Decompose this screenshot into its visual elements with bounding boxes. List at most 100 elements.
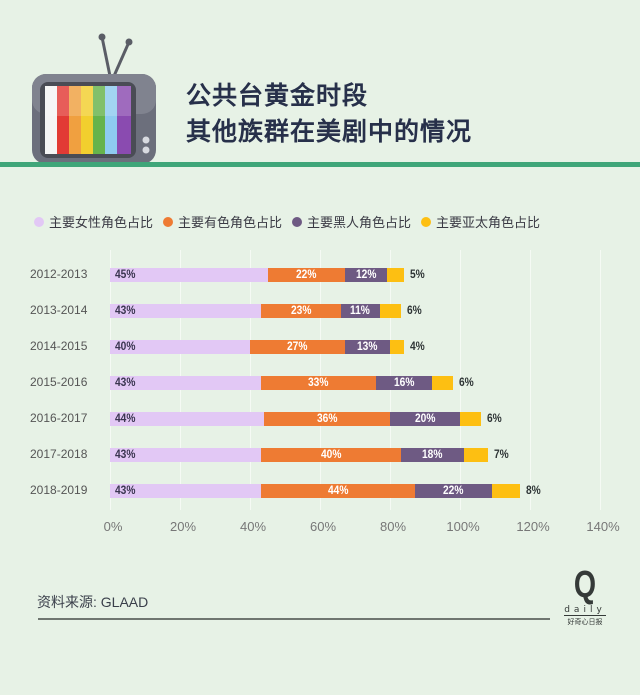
bar-row: 2015-2016 43% 33% 16% 6% xyxy=(0,373,640,393)
bar-value-label: 40% xyxy=(115,339,136,353)
chart-legend: 主要女性角色占比 主要有色角色占比 主要黑人角色占比 主要亚太角色占比 xyxy=(34,212,550,231)
bar-value-label: 36% xyxy=(317,411,338,425)
bar-segment xyxy=(344,340,390,354)
bar-row: 2016-2017 44% 36% 20% 6% xyxy=(0,409,640,429)
row-label: 2012-2013 xyxy=(30,267,88,281)
bar-value-label: 45% xyxy=(115,267,136,281)
bar-value-label: 20% xyxy=(415,411,436,425)
bar-row: 2012-2013 45% 22% 12% 5% xyxy=(0,265,640,285)
bar-segment xyxy=(110,268,268,282)
qdaily-logo: Q daily 好奇心日报 xyxy=(560,564,610,626)
bar-segment xyxy=(491,484,520,498)
page-title: 公共台黄金时段 其他族群在美剧中的情况 xyxy=(186,78,472,150)
bar-segment xyxy=(344,268,387,282)
gridline xyxy=(530,250,531,510)
bar-value-label: 6% xyxy=(487,411,502,425)
row-label: 2018-2019 xyxy=(30,483,88,497)
bar-value-label: 5% xyxy=(410,267,425,281)
legend-label: 主要黑人角色占比 xyxy=(307,216,412,231)
legend-dot-icon xyxy=(421,216,432,227)
logo-letter: Q xyxy=(573,564,597,606)
bar-value-label: 44% xyxy=(115,411,136,425)
bar-segment xyxy=(400,448,464,462)
bar-value-label: 44% xyxy=(327,483,348,497)
x-tick-label: 140% xyxy=(586,519,620,534)
x-axis: 0% 20% 40% 60% 80% 100% 120% 140% xyxy=(0,519,640,539)
legend-dot-icon xyxy=(163,216,174,227)
title-line-1: 公共台黄金时段 xyxy=(186,81,369,110)
bar-value-label: 43% xyxy=(115,447,136,461)
bar-value-label: 7% xyxy=(494,447,509,461)
x-tick-label: 80% xyxy=(379,519,407,534)
bar-segment xyxy=(379,304,401,318)
x-tick-label: 0% xyxy=(103,519,123,534)
bar-segment xyxy=(110,448,261,462)
x-tick-label: 60% xyxy=(309,519,337,534)
row-label: 2013-2014 xyxy=(30,303,88,317)
bar-segment xyxy=(260,304,341,318)
legend-label: 主要有色角色占比 xyxy=(178,216,283,231)
bar-segment xyxy=(260,448,401,462)
legend-dot-icon xyxy=(292,216,303,227)
bar-value-label: 22% xyxy=(296,267,317,281)
row-label: 2016-2017 xyxy=(30,411,88,425)
x-tick-label: 20% xyxy=(169,519,197,534)
legend-dot-icon xyxy=(34,216,44,227)
bar-row: 2018-2019 43% 44% 22% 8% xyxy=(0,481,640,501)
bar-value-label: 43% xyxy=(115,303,136,317)
header-divider xyxy=(0,162,640,167)
legend-item-black: 主要黑人角色占比 xyxy=(292,212,411,231)
bar-segment xyxy=(110,376,261,390)
bar-value-label: 22% xyxy=(443,483,464,497)
footer-divider xyxy=(38,618,550,620)
gridline xyxy=(460,250,461,510)
bar-segment xyxy=(390,412,460,426)
retro-tv-icon xyxy=(32,33,156,164)
chart-plot-area: 2012-2013 45% 22% 12% 5% 2013-2014 43% 23% 11% 6%… xyxy=(0,250,640,520)
legend-item-color: 主要有色角色占比 xyxy=(163,212,282,231)
bar-value-label: 13% xyxy=(357,339,378,353)
legend-item-asian-pacific: 主要亚太角色占比 xyxy=(421,212,540,231)
bar-value-label: 6% xyxy=(459,375,474,389)
bar-value-label: 23% xyxy=(290,303,312,317)
bar-value-label: 8% xyxy=(525,483,541,497)
row-label: 2017-2018 xyxy=(30,447,88,461)
source-note: 资料来源: GLAAD xyxy=(37,594,149,610)
bar-segment xyxy=(264,412,390,426)
bar-segment xyxy=(110,340,250,354)
bar-value-label: 27% xyxy=(287,339,308,353)
gridline xyxy=(600,250,601,510)
bar-value-label: 43% xyxy=(115,483,136,497)
row-label: 2015-2016 xyxy=(30,375,88,389)
legend-item-female: 主要女性角色占比 xyxy=(34,212,153,231)
logo-chinese: 好奇心日报 xyxy=(567,618,603,626)
legend-label: 主要亚太角色占比 xyxy=(436,216,541,231)
x-tick-label: 120% xyxy=(516,519,550,534)
bar-segment xyxy=(390,340,404,354)
bar-row: 2013-2014 43% 23% 11% 6% xyxy=(0,301,640,321)
bar-value-label: 43% xyxy=(115,375,136,389)
header: 公共台黄金时段 其他族群在美剧中的情况 xyxy=(0,0,640,170)
x-tick-label: 100% xyxy=(446,519,480,534)
bar-segment xyxy=(414,484,492,498)
bar-value-label: 12% xyxy=(355,267,376,281)
bar-value-label: 6% xyxy=(406,303,422,317)
bar-value-label: 11% xyxy=(350,303,371,317)
bar-segment xyxy=(267,268,345,282)
legend-label: 主要女性角色占比 xyxy=(49,216,154,231)
bar-segment xyxy=(110,484,261,498)
bar-segment xyxy=(341,304,380,318)
bar-segment xyxy=(260,484,415,498)
bar-value-label: 18% xyxy=(422,447,443,461)
bar-value-label: 40% xyxy=(320,447,341,461)
bar-value-label: 16% xyxy=(394,375,415,389)
bar-segment xyxy=(376,376,432,390)
bar-segment xyxy=(110,304,261,318)
bar-segment xyxy=(432,376,453,390)
bar-segment xyxy=(250,340,345,354)
bar-segment xyxy=(460,412,481,426)
x-tick-label: 40% xyxy=(239,519,267,534)
bar-segment xyxy=(110,412,264,426)
bar-row: 2014-2015 40% 27% 13% 4% xyxy=(0,337,640,357)
logo-word: daily xyxy=(564,605,606,616)
